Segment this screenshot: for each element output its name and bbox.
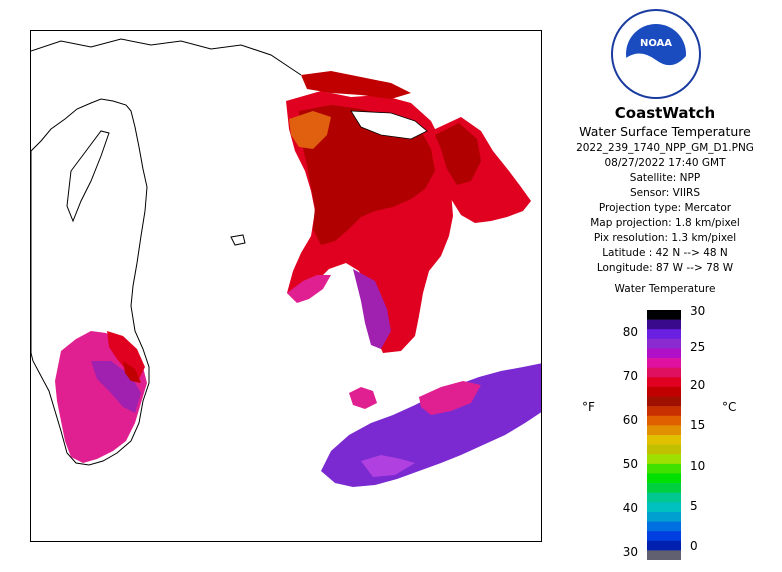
- lake-huron-orange-patch: [289, 111, 331, 149]
- temperature-colorbar: [647, 310, 681, 560]
- noaa-emblem-icon: NOAA: [611, 9, 701, 99]
- colorbar-swatch: [647, 492, 681, 503]
- colorbar-swatch: [647, 550, 681, 560]
- datetime: 08/27/2022 17:40 GMT: [604, 157, 726, 169]
- f-tick-70: 70: [622, 369, 638, 383]
- c-tick-20: 20: [690, 378, 706, 392]
- c-tick-0: 0: [690, 539, 698, 553]
- c-tick-30: 30: [690, 304, 706, 318]
- lake-temperature-map: [31, 38, 541, 487]
- small-island: [230, 234, 246, 246]
- c-tick-25: 25: [690, 340, 706, 354]
- saginaw-bay-pink: [287, 275, 331, 303]
- c-tick-5: 5: [690, 499, 698, 513]
- lake-michigan-purple-band: [91, 361, 141, 413]
- colorbar-swatch: [647, 483, 681, 493]
- legend-title: Water Temperature: [614, 283, 716, 295]
- colorbar-swatch: [647, 435, 681, 445]
- colorbar-swatch: [647, 425, 681, 436]
- colorbar-swatch: [647, 377, 681, 388]
- c-tick-10: 10: [690, 459, 706, 473]
- lake-huron-purple-bay: [353, 269, 391, 349]
- georgian-bay-dark: [435, 123, 481, 185]
- svg-text:NOAA: NOAA: [640, 38, 672, 49]
- latitude: Latitude : 42 N --> 48 N: [602, 247, 728, 259]
- colorbar-swatch: [647, 415, 681, 426]
- colorbar-swatch: [647, 338, 681, 349]
- lake-michigan-red-band: [107, 331, 145, 379]
- c-tick-15: 15: [690, 418, 706, 432]
- f-tick-30: 30: [622, 545, 638, 559]
- colorbar-swatch: [647, 444, 681, 455]
- subtitle: Water Surface Temperature: [579, 124, 751, 139]
- lake-st-clair: [349, 387, 377, 409]
- satellite: Satellite: NPP: [629, 172, 701, 184]
- lake-erie-light-patch: [361, 455, 415, 477]
- green-bay-shoreline: [66, 130, 110, 223]
- colorbar-swatch: [647, 329, 681, 340]
- lake-michigan-dark-red: [123, 361, 141, 383]
- lake-erie-main: [321, 363, 541, 487]
- colorbar-swatch: [647, 540, 681, 551]
- filename: 2022_239_1740_NPP_GM_D1.PNG: [576, 142, 754, 154]
- colorbar-swatch: [647, 396, 681, 407]
- north-channel: [301, 71, 411, 99]
- unit-fahrenheit: °F: [582, 400, 595, 414]
- colorbar-swatch: [647, 358, 681, 368]
- pix-resolution: Pix resolution: 1.3 km/pixel: [593, 232, 737, 244]
- colorbar-swatch: [647, 348, 681, 359]
- colorbar-swatch: [647, 454, 681, 465]
- lake-huron-dark-red: [299, 105, 435, 245]
- colorbar-swatch: [647, 310, 681, 320]
- colorbar-swatch: [647, 367, 681, 378]
- colorbar-swatch: [647, 521, 681, 532]
- colorbar-swatch: [647, 406, 681, 417]
- f-tick-80: 80: [622, 325, 638, 339]
- colorbar-swatch: [647, 502, 681, 513]
- colorbar-swatch: [647, 531, 681, 542]
- colorbar-swatch: [647, 463, 681, 474]
- colorbar-swatch: [647, 473, 681, 484]
- sensor: Sensor: VIIRS: [629, 187, 701, 199]
- sst-map: [30, 30, 542, 542]
- unit-celsius: °C: [722, 400, 737, 414]
- colorbar-swatch: [647, 511, 681, 522]
- map-projection: Map projection: 1.8 km/pixel: [590, 217, 740, 229]
- title: CoastWatch: [614, 104, 716, 122]
- lake-erie-pink-patch: [419, 381, 481, 415]
- land-outline-north: [31, 38, 302, 76]
- longitude: Longitude: 87 W --> 78 W: [596, 262, 734, 274]
- colorbar-swatch: [647, 386, 681, 397]
- f-tick-40: 40: [622, 501, 638, 515]
- manitoulin-island: [350, 110, 428, 140]
- f-tick-50: 50: [622, 457, 638, 471]
- noaa-logo: NOAA: [610, 8, 702, 104]
- colorbar-swatch: [647, 319, 681, 330]
- projection-type: Projection type: Mercator: [598, 202, 732, 214]
- f-tick-60: 60: [622, 413, 638, 427]
